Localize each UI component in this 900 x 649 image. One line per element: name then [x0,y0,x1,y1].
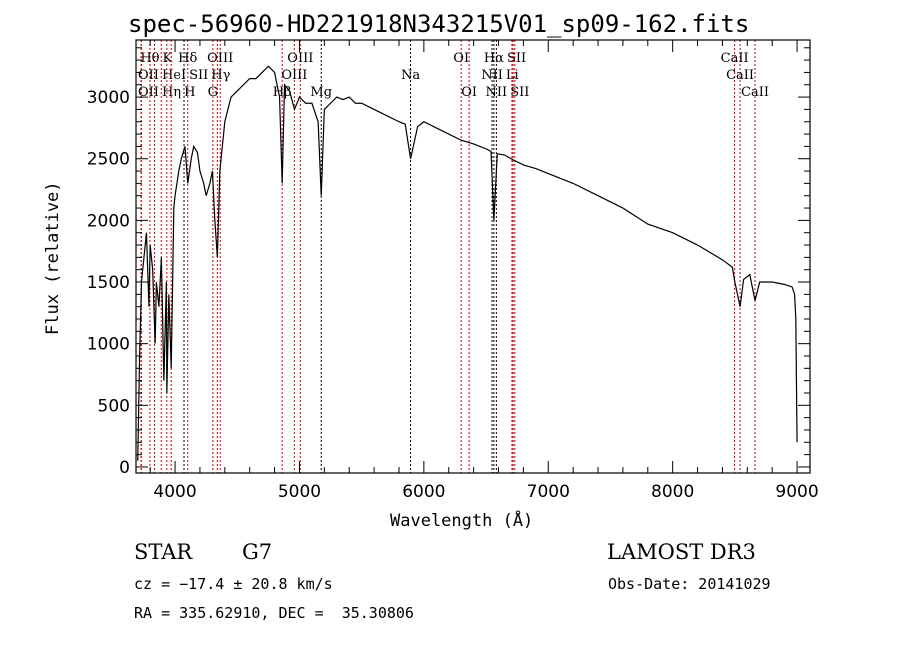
x-tick-label: 4000 [153,482,196,502]
line-label: HeI [162,68,186,83]
line-label: OIII [281,68,307,83]
line-label: NII [486,85,508,100]
ra-dec: RA = 335.62910, DEC = 35.30806 [134,604,414,622]
y-tick-label: 2500 [87,150,130,170]
line-label: OI [453,51,469,66]
line-label: OII [138,85,159,100]
line-label: OIII [207,51,233,66]
y-tick-label: 3000 [87,88,130,108]
y-tick-label: 1000 [87,335,130,355]
object-subclass: G7 [242,540,273,564]
x-tick-label: 8000 [651,482,694,502]
line-label: Hβ [273,85,292,100]
line-label: Mg [310,85,332,100]
y-tick-label: 0 [119,458,130,478]
x-tick-label: 5000 [278,482,321,502]
y-tick-label: 1500 [87,273,130,293]
y-axis-label: Flux (relative) [43,181,63,335]
x-tick-label: 6000 [402,482,445,502]
obs-date: Obs-Date: 20141029 [608,575,771,593]
line-label: CaII [741,85,769,100]
x-tick-label: 9000 [775,482,818,502]
spectrum-line [137,65,798,461]
line-label: G [208,85,218,100]
line-label: NII [481,68,503,83]
object-class: STAR [134,540,193,564]
line-label: SII [507,51,526,66]
x-tick-label: 7000 [527,482,570,502]
line-label: Hγ [211,68,230,83]
y-tick-label: 2000 [87,211,130,231]
line-label: OII [138,68,159,83]
line-label: CaII [726,68,754,83]
x-axis-label: Wavelength (Å) [390,511,534,531]
redshift-cz: cz = −17.4 ± 20.8 km/s [134,575,333,593]
line-label: OI [461,85,477,100]
line-label: CaII [721,51,749,66]
line-label: Hδ [178,51,197,66]
line-label: SII [189,68,208,83]
line-label: Hθ [140,51,159,66]
line-label: OIII [287,51,313,66]
survey-name: LAMOST DR3 [607,540,756,564]
line-label: SII [510,85,529,100]
line-label: K [163,51,173,66]
chart-title: spec-56960-HD221918N343215V01_sp09-162.f… [128,10,750,38]
line-label: Li [506,68,519,83]
line-label: Na [401,68,420,83]
line-label: H [184,85,195,100]
plot-frame [135,39,811,474]
y-tick-label: 500 [98,396,130,416]
line-label: Hα [484,51,504,66]
